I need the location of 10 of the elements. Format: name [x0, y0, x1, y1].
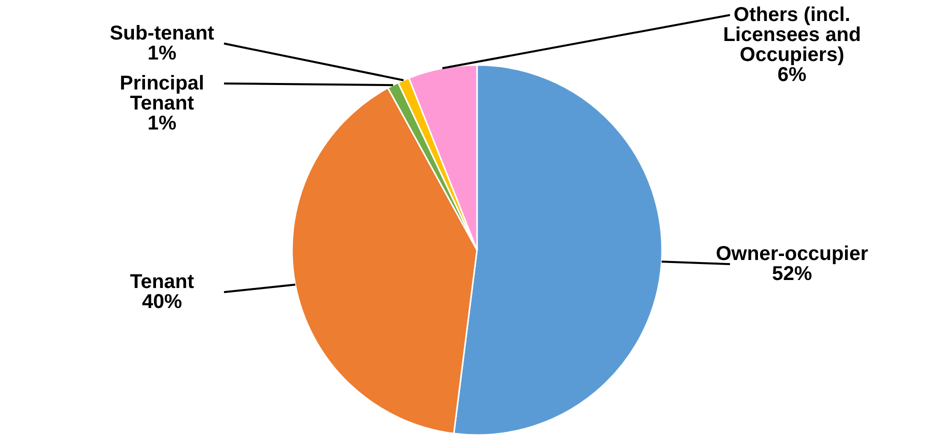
slice-label: Others (incl. Licensees and Occupiers) [723, 4, 861, 66]
slice-label: Owner-occupier [716, 243, 868, 266]
data-label: 40% [142, 291, 182, 314]
data-label: 1% [148, 42, 177, 65]
data-label: 52% [772, 263, 812, 286]
slice-label: Principal Tenant [120, 72, 204, 115]
data-label: 1% [148, 112, 177, 135]
data-label: 6% [778, 64, 807, 86]
slice-label: Sub-tenant [110, 22, 215, 45]
slice-label: Tenant [130, 271, 194, 294]
